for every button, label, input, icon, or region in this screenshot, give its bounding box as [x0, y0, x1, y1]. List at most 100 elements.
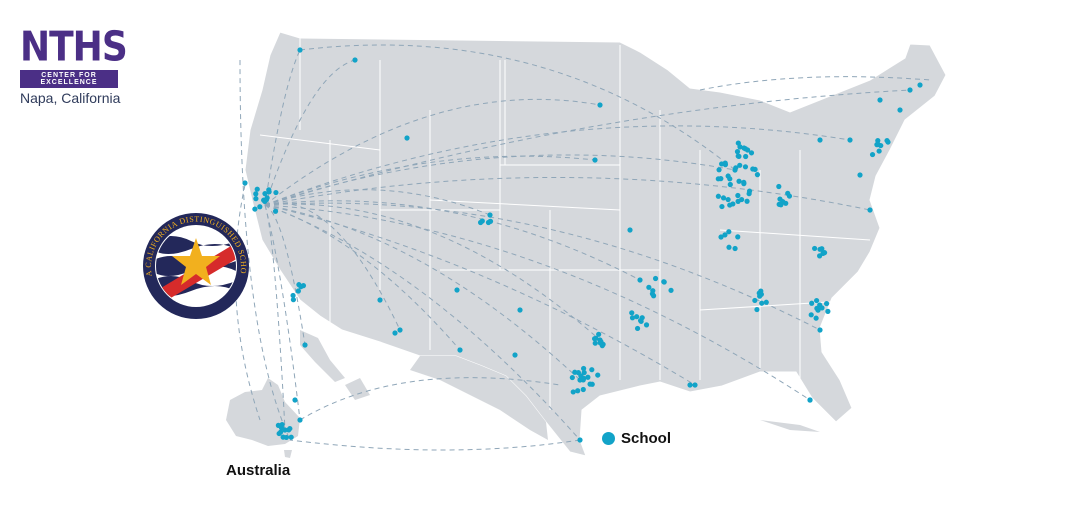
- school-dot: [763, 299, 769, 305]
- school-dot: [722, 232, 728, 238]
- school-dot: [750, 166, 756, 172]
- school-dot: [592, 340, 598, 346]
- school-dot: [869, 151, 876, 158]
- school-dot: [643, 322, 650, 328]
- tasmania-landmass: [284, 450, 292, 458]
- school-dot: [392, 330, 398, 336]
- school-dot: [282, 427, 288, 433]
- logo-title: NTHS: [20, 23, 128, 71]
- school-dot: [759, 300, 765, 306]
- school-dot: [813, 315, 819, 321]
- school-dot: [597, 102, 603, 108]
- school-dot: [814, 297, 820, 304]
- school-dot: [817, 302, 823, 308]
- school-dot: [242, 180, 248, 186]
- school-dot: [725, 196, 731, 203]
- school-dot: [812, 245, 818, 252]
- school-dot: [847, 137, 853, 143]
- route-line: [264, 59, 356, 206]
- school-dot: [512, 352, 518, 358]
- school-dot: [262, 191, 268, 197]
- route-line: [264, 202, 401, 331]
- school-dot: [272, 208, 279, 214]
- route-line: [264, 202, 821, 331]
- school-dot: [597, 337, 603, 343]
- route-line: [264, 155, 596, 206]
- state-borders: [259, 38, 871, 410]
- school-dot: [650, 293, 657, 299]
- logo-location: Napa, California: [20, 90, 121, 106]
- school-dot: [352, 57, 358, 63]
- school-dot: [273, 189, 279, 196]
- school-dot: [589, 367, 595, 373]
- route-line: [264, 89, 911, 206]
- school-dot: [661, 279, 667, 285]
- school-dot: [742, 164, 749, 170]
- school-dot: [720, 195, 727, 201]
- school-dot: [587, 381, 593, 387]
- school-dot: [585, 374, 591, 380]
- school-dot: [687, 382, 693, 388]
- logo-subtitle: CENTER FOR EXCELLENCE: [20, 70, 118, 88]
- route-line: [264, 125, 851, 206]
- school-dot: [808, 312, 814, 318]
- school-dot: [824, 300, 830, 307]
- route-line: [299, 44, 736, 171]
- route-line: [264, 204, 581, 381]
- state-border: [259, 134, 381, 151]
- school-dot: [817, 246, 823, 252]
- school-dot: [741, 181, 747, 187]
- school-dot: [758, 291, 764, 297]
- state-border: [429, 199, 621, 211]
- school-dot: [735, 234, 741, 240]
- route-line: [264, 49, 301, 206]
- school-dot: [746, 188, 753, 194]
- route-lines: [234, 44, 931, 451]
- school-dot: [825, 308, 831, 314]
- route-line: [299, 377, 561, 421]
- newzealand-landmass: [345, 378, 370, 400]
- school-dot: [692, 382, 698, 388]
- school-dot: [581, 370, 587, 376]
- school-dot: [257, 204, 263, 210]
- route-line: [264, 204, 811, 401]
- map-legend: School: [602, 430, 671, 447]
- school-dot: [857, 172, 863, 178]
- school-dot: [736, 178, 742, 184]
- school-dot: [276, 430, 282, 437]
- school-dots: [242, 47, 923, 443]
- school-dot: [477, 219, 484, 226]
- route-line: [289, 439, 581, 451]
- school-dot: [487, 212, 493, 218]
- school-dot: [283, 434, 290, 441]
- school-dot: [876, 148, 882, 154]
- school-dot: [575, 388, 581, 394]
- school-dot: [739, 196, 745, 203]
- route-line: [699, 76, 931, 91]
- school-dot: [754, 306, 760, 313]
- school-dot: [780, 198, 786, 205]
- school-dot: [454, 287, 460, 293]
- school-dot: [736, 153, 742, 159]
- route-line: [264, 204, 306, 346]
- school-dot: [718, 176, 724, 182]
- school-dot: [595, 372, 601, 378]
- baja-landmass: [300, 330, 345, 382]
- school-dot: [734, 149, 741, 155]
- school-dot: [875, 138, 881, 144]
- school-dot: [487, 218, 494, 224]
- school-dot: [821, 250, 828, 256]
- mexico-landmass: [410, 356, 548, 440]
- school-dot: [627, 227, 633, 233]
- school-dot: [266, 189, 272, 195]
- school-dot: [570, 389, 576, 395]
- school-dot: [748, 150, 755, 156]
- school-dot: [639, 315, 645, 321]
- school-dot: [592, 157, 598, 163]
- school-dot: [292, 397, 298, 403]
- school-dot: [634, 314, 640, 320]
- school-dot: [302, 342, 308, 348]
- school-dot: [737, 162, 743, 168]
- school-dot: [668, 287, 674, 293]
- school-dot: [752, 297, 758, 304]
